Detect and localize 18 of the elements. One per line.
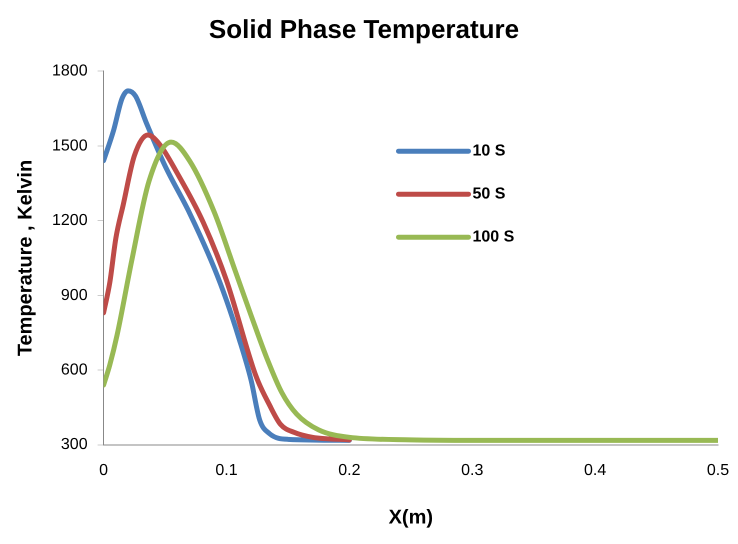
y-tick-label: 1800: [52, 62, 88, 80]
x-tick-label: 0.3: [461, 462, 484, 479]
x-tick-label: 0.1: [215, 462, 238, 479]
x-tick-label: 0.4: [584, 462, 606, 479]
x-tick-label: 0.5: [706, 462, 730, 479]
y-tick-label: 300: [60, 436, 88, 454]
legend-label: 50 S: [472, 186, 506, 203]
x-tick-label: 0.2: [338, 462, 361, 479]
chart-title: Solid Phase Temperature: [208, 14, 520, 44]
y-tick-label: 1500: [52, 137, 88, 154]
y-axis-title: Temperature , Kelvin: [14, 160, 37, 356]
y-tick-label: 1200: [52, 212, 88, 230]
y-tick-label: 600: [60, 361, 88, 378]
x-tick-label: 0: [99, 462, 108, 479]
x-axis-title: X(m): [388, 506, 434, 529]
y-tick-label: 900: [60, 286, 88, 304]
legend-label: 100 S: [472, 228, 515, 246]
legend-label: 10 S: [472, 142, 506, 160]
